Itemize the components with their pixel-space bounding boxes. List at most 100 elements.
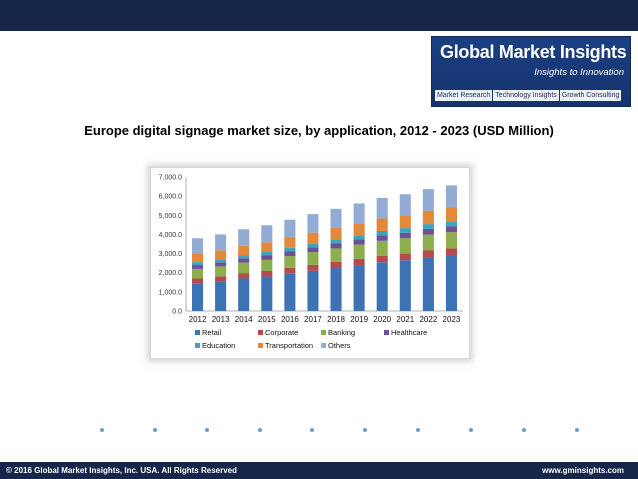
bar-others-2020 bbox=[376, 197, 388, 219]
legend-label-healthcare: Healthcare bbox=[391, 328, 427, 337]
x-tick-label: 2014 bbox=[235, 315, 253, 324]
bar-transportation-2017 bbox=[307, 232, 319, 244]
bar-education-2023 bbox=[445, 221, 457, 227]
bar-retail-2017 bbox=[307, 270, 319, 311]
bar-transportation-2023 bbox=[445, 207, 457, 222]
legend-label-transportation: Transportation bbox=[265, 341, 313, 350]
bar-retail-2014 bbox=[238, 278, 250, 311]
bar-retail-2020 bbox=[376, 262, 388, 311]
footer-copyright: © 2016 Global Market Insights, Inc. USA.… bbox=[6, 466, 237, 475]
bar-retail-2021 bbox=[399, 260, 411, 311]
bar-others-2022 bbox=[422, 189, 434, 211]
bar-retail-2016 bbox=[284, 273, 296, 311]
legend-label-education: Education bbox=[202, 341, 235, 350]
legend-label-retail: Retail bbox=[202, 328, 222, 337]
legend-label-banking: Banking bbox=[328, 328, 355, 337]
x-tick-label: 2015 bbox=[258, 315, 276, 324]
bar-banking-2013 bbox=[215, 266, 227, 277]
bar-education-2012 bbox=[192, 262, 204, 266]
x-tick-label: 2013 bbox=[212, 315, 230, 324]
bar-others-2012 bbox=[192, 238, 204, 254]
bar-banking-2012 bbox=[192, 268, 204, 279]
bar-transportation-2022 bbox=[422, 210, 434, 225]
bar-corporate-2021 bbox=[399, 253, 411, 261]
bar-healthcare-2014 bbox=[238, 258, 250, 263]
decorative-dot bbox=[469, 428, 473, 432]
bar-others-2021 bbox=[399, 194, 411, 216]
bar-education-2018 bbox=[330, 239, 342, 244]
bar-banking-2023 bbox=[445, 232, 457, 249]
bar-others-2014 bbox=[238, 229, 250, 246]
x-tick-label: 2019 bbox=[350, 315, 368, 324]
bar-healthcare-2023 bbox=[445, 226, 457, 233]
x-tick-label: 2020 bbox=[373, 315, 391, 324]
decorative-dot bbox=[363, 428, 367, 432]
y-tick-label: 7,000.0 bbox=[159, 175, 182, 182]
bar-others-2016 bbox=[284, 219, 296, 238]
bar-others-2017 bbox=[307, 214, 319, 233]
x-tick-label: 2021 bbox=[396, 315, 414, 324]
footer-website[interactable]: www.gminsights.com bbox=[542, 466, 624, 475]
x-tick-label: 2023 bbox=[443, 315, 461, 324]
bar-corporate-2020 bbox=[376, 255, 388, 263]
bar-transportation-2015 bbox=[261, 242, 273, 253]
chart-frame: 0.0 1,000.0 2,000.0 3,000.0 4,000.0 5,000.0 6,… bbox=[150, 167, 470, 359]
bar-healthcare-2018 bbox=[330, 243, 342, 249]
legend-swatch-transportation bbox=[258, 343, 263, 348]
bar-education-2016 bbox=[284, 247, 296, 252]
x-tick-label: 2022 bbox=[419, 315, 437, 324]
bar-banking-2015 bbox=[261, 259, 273, 271]
bar-corporate-2012 bbox=[192, 278, 204, 284]
bar-corporate-2018 bbox=[330, 261, 342, 268]
bar-education-2020 bbox=[376, 230, 388, 236]
bar-education-2013 bbox=[215, 259, 227, 263]
chart-title: Europe digital signage market size, by a… bbox=[84, 123, 554, 138]
bar-retail-2013 bbox=[215, 281, 227, 311]
bar-healthcare-2022 bbox=[422, 228, 434, 235]
decorative-dot bbox=[310, 428, 314, 432]
legend-label-others: Others bbox=[328, 341, 351, 350]
bar-transportation-2016 bbox=[284, 237, 296, 248]
bar-corporate-2014 bbox=[238, 273, 250, 279]
slide-dots bbox=[0, 428, 638, 436]
bar-banking-2014 bbox=[238, 262, 250, 274]
y-tick-label: 2,000.0 bbox=[159, 270, 182, 277]
bar-healthcare-2013 bbox=[215, 262, 227, 267]
logo-link-market-research: Market Research bbox=[435, 90, 493, 101]
bar-transportation-2014 bbox=[238, 245, 250, 256]
stacked-bar-chart: 0.0 1,000.0 2,000.0 3,000.0 4,000.0 5,000.0 6,… bbox=[159, 175, 463, 350]
legend-swatch-healthcare bbox=[384, 330, 389, 335]
y-tick-label: 6,000.0 bbox=[159, 194, 182, 201]
bar-healthcare-2021 bbox=[399, 232, 411, 239]
bar-banking-2021 bbox=[399, 238, 411, 254]
y-tick-label: 5,000.0 bbox=[159, 213, 182, 220]
bar-education-2015 bbox=[261, 252, 273, 256]
x-tick-label: 2012 bbox=[189, 315, 207, 324]
x-tick-label: 2016 bbox=[281, 315, 299, 324]
bar-others-2019 bbox=[353, 203, 365, 224]
bar-retail-2019 bbox=[353, 265, 365, 311]
bar-education-2022 bbox=[422, 224, 434, 229]
bar-corporate-2015 bbox=[261, 270, 273, 277]
bar-healthcare-2012 bbox=[192, 265, 204, 269]
decorative-dot bbox=[153, 428, 157, 432]
decorative-dot bbox=[522, 428, 526, 432]
bar-banking-2016 bbox=[284, 256, 296, 268]
bar-others-2018 bbox=[330, 208, 342, 228]
bar-corporate-2013 bbox=[215, 276, 227, 282]
decorative-dot bbox=[416, 428, 420, 432]
y-tick-label: 4,000.0 bbox=[159, 232, 182, 239]
bar-corporate-2017 bbox=[307, 264, 319, 271]
bar-banking-2018 bbox=[330, 248, 342, 262]
top-banner bbox=[0, 0, 638, 31]
bar-retail-2015 bbox=[261, 276, 273, 311]
logo-name: Global Market Insights bbox=[440, 42, 627, 62]
footer-bar: © 2016 Global Market Insights, Inc. USA.… bbox=[0, 462, 638, 479]
x-tick-label: 2018 bbox=[327, 315, 345, 324]
decorative-dot bbox=[258, 428, 262, 432]
logo-tagline: Insights to Innovation bbox=[534, 67, 624, 78]
logo-links: Market Research Technology Insights Grow… bbox=[435, 90, 622, 101]
legend-swatch-retail bbox=[195, 330, 200, 335]
decorative-dot bbox=[100, 428, 104, 432]
bar-transportation-2019 bbox=[353, 223, 365, 236]
